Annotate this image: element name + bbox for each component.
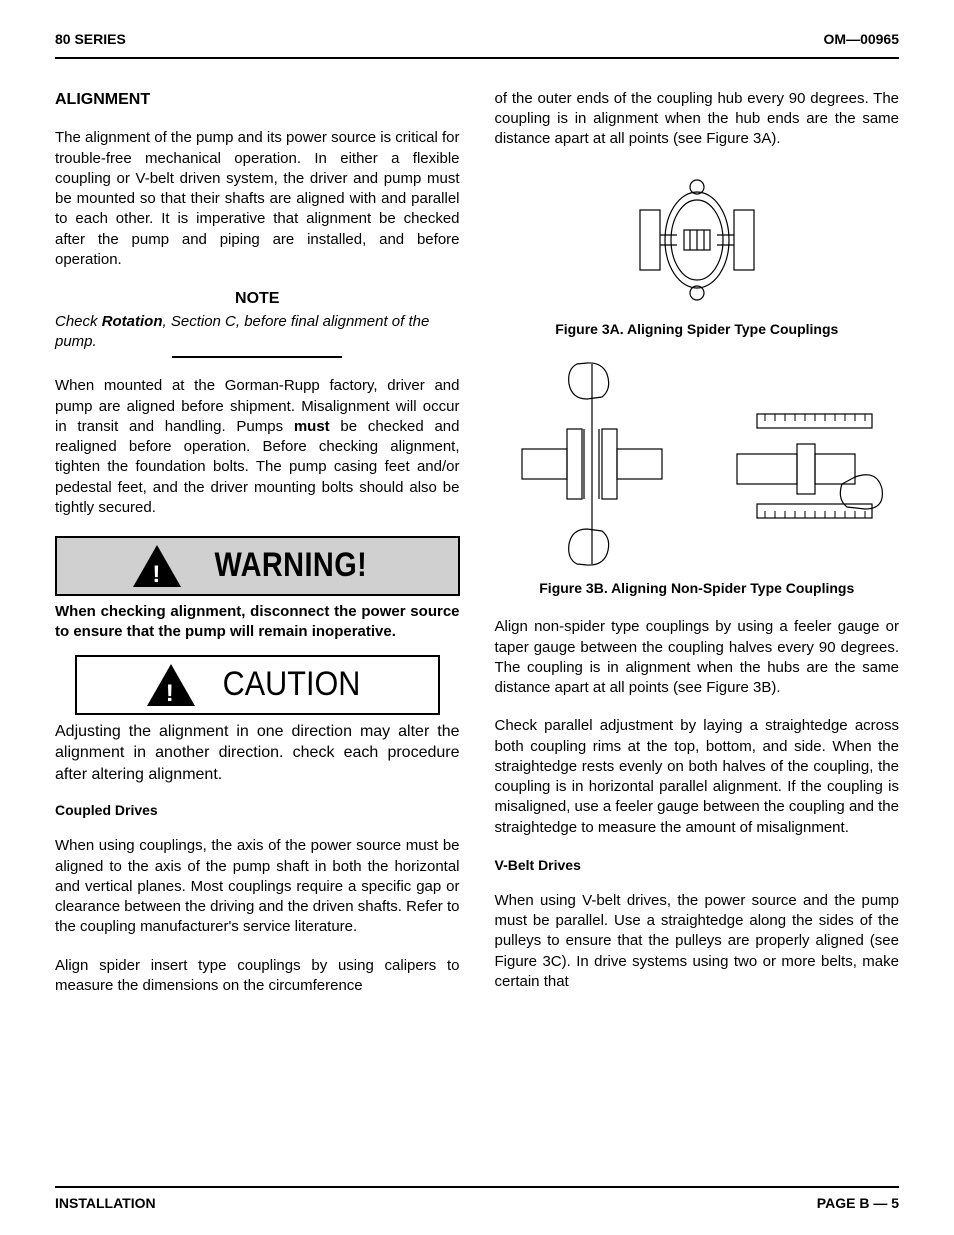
warning-body: When checking alignment, disconnect the … [55, 602, 460, 643]
caution-box: CAUTION [75, 655, 440, 715]
warning-label: WARNING! [215, 543, 368, 589]
paragraph: The alignment of the pump and its power … [55, 128, 460, 270]
paragraph: When using V-belt drives, the power sour… [495, 891, 900, 992]
header-left: 80 SERIES [55, 30, 126, 49]
footer-left: INSTALLATION [55, 1194, 156, 1213]
header-right: OM—00965 [824, 30, 899, 49]
note-heading: NOTE [55, 288, 460, 310]
warning-triangle-icon [133, 545, 181, 587]
section-title: ALIGNMENT [55, 89, 460, 111]
paragraph: Align spider insert type couplings by us… [55, 956, 460, 997]
subheading: Coupled Drives [55, 801, 460, 820]
subheading: V-Belt Drives [495, 856, 900, 875]
p2-bold: must [294, 418, 330, 435]
caution-body: Adjusting the alignment in one direction… [55, 721, 460, 786]
note-text-pre: Check [55, 313, 102, 330]
right-column: of the outer ends of the coupling hub ev… [495, 89, 900, 996]
page-footer: INSTALLATION PAGE B — 5 [55, 1186, 899, 1213]
paragraph: When mounted at the Gorman-Rupp factory,… [55, 376, 460, 518]
paragraph: When using couplings, the axis of the po… [55, 836, 460, 937]
paragraph: of the outer ends of the coupling hub ev… [495, 89, 900, 150]
warning-box: WARNING! [55, 536, 460, 596]
two-column-layout: ALIGNMENT The alignment of the pump and … [55, 89, 899, 996]
footer-right: PAGE B — 5 [817, 1194, 899, 1213]
page-header: 80 SERIES OM—00965 [55, 30, 899, 59]
figure-3b-svg [507, 359, 887, 569]
figure-3a-caption: Figure 3A. Aligning Spider Type Coupling… [495, 320, 900, 339]
note-divider [172, 356, 342, 358]
note-body: Check Rotation, Section C, before final … [55, 312, 460, 353]
figure-3b-caption: Figure 3B. Aligning Non-Spider Type Coup… [495, 579, 900, 598]
note-text-bold: Rotation [102, 313, 163, 330]
left-column: ALIGNMENT The alignment of the pump and … [55, 89, 460, 996]
figure-3a-svg [622, 175, 772, 305]
caution-label: CAUTION [222, 662, 360, 708]
paragraph: Check parallel adjustment by laying a st… [495, 716, 900, 838]
figure-3b [495, 359, 900, 569]
caution-triangle-icon [147, 664, 195, 706]
paragraph: Align non-spider type couplings by using… [495, 617, 900, 698]
figure-3a [495, 175, 900, 305]
